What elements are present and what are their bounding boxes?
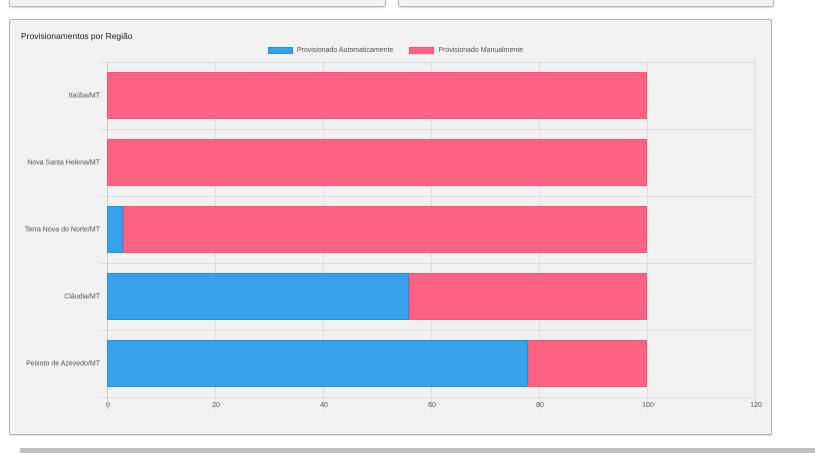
legend-item-auto[interactable]: Provisionado Automaticamente [267, 47, 394, 54]
top-card-right [398, 0, 774, 7]
bar-segment-manual[interactable] [107, 72, 647, 119]
gridline-horizontal [100, 330, 756, 331]
chart-legend: Provisionado Automaticamente Provisionad… [10, 47, 771, 54]
bar-segment-manual[interactable] [528, 340, 647, 387]
bar-segment-manual[interactable] [123, 206, 647, 253]
x-tick-label: 100 [642, 402, 654, 409]
gridline-horizontal [100, 129, 756, 130]
x-tick-label: 60 [428, 402, 436, 409]
bar-segment-manual[interactable] [107, 139, 647, 186]
y-category-label: Terra Nova do Norte/MT [24, 226, 100, 233]
horizontal-scrollbar[interactable] [20, 448, 815, 453]
legend-label-auto: Provisionado Automaticamente [296, 47, 394, 54]
legend-swatch-auto [267, 47, 293, 54]
legend-label-manual: Provisionado Manualmente [438, 47, 524, 54]
region-provisioning-panel: Provisionamentos por Região Provisionado… [9, 19, 772, 435]
x-tick-label: 20 [212, 402, 220, 409]
x-tick-label: 0 [106, 402, 110, 409]
y-category-label: Nova Santa Helena/MT [27, 159, 100, 166]
y-category-label: Peixoto de Azevedo/MT [26, 360, 100, 367]
bar-segment-auto[interactable] [107, 206, 124, 253]
bar-segment-manual[interactable] [409, 273, 647, 320]
y-category-label: Cláudia/MT [64, 293, 100, 300]
chart-plot-area: 0 20 40 60 80 100 120 Itaúba/MT Nova Santa Helen… [10, 20, 771, 434]
bar-segment-auto[interactable] [107, 340, 529, 387]
legend-swatch-manual [409, 47, 435, 54]
y-category-label: Itaúba/MT [68, 92, 100, 99]
gridline-vertical [755, 62, 756, 409]
bar-segment-auto[interactable] [107, 273, 410, 320]
gridline-vertical [647, 62, 648, 409]
top-card-left [9, 0, 386, 7]
gridline-horizontal [100, 263, 756, 264]
panel-title: Provisionamentos por Região [21, 31, 133, 41]
gridline-horizontal [100, 196, 756, 197]
x-tick-label: 40 [320, 402, 328, 409]
gridline-horizontal [100, 62, 756, 63]
x-tick-label: 120 [750, 402, 762, 409]
gridline-horizontal [100, 397, 756, 398]
legend-item-manual[interactable]: Provisionado Manualmente [409, 47, 523, 54]
x-tick-label: 80 [536, 402, 544, 409]
